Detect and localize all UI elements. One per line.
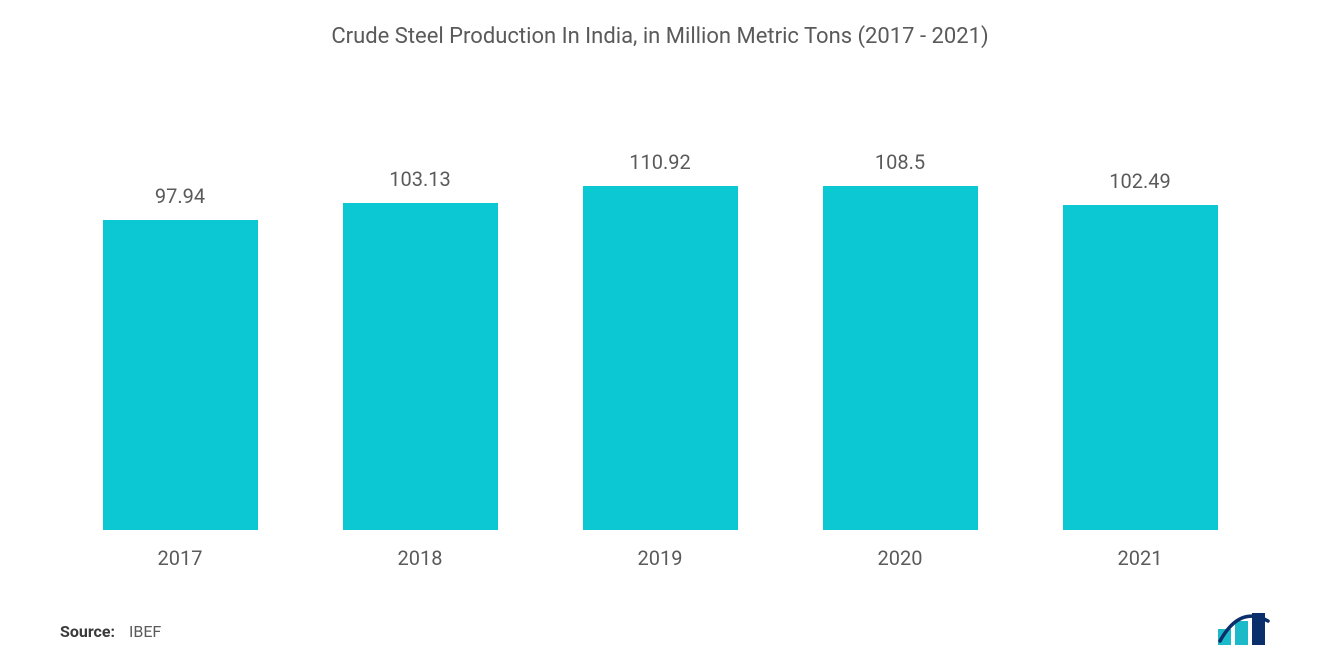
bar [583, 186, 738, 530]
bar-category-label: 2017 [158, 546, 203, 570]
bar-group: 102.49 2021 [1020, 150, 1260, 530]
bar-category-label: 2018 [398, 546, 443, 570]
bar [823, 186, 978, 530]
bar-group: 97.94 2017 [60, 150, 300, 530]
source-label: Source: [60, 622, 115, 641]
bar-value-label: 103.13 [389, 167, 450, 191]
bar-value-label: 108.5 [875, 150, 925, 174]
bar-value-label: 97.94 [155, 184, 205, 208]
bar-category-label: 2019 [638, 546, 683, 570]
bar-group: 108.5 2020 [780, 150, 1020, 530]
bar-category-label: 2020 [878, 546, 923, 570]
chart-title: Crude Steel Production In India, in Mill… [0, 24, 1320, 49]
bar-category-label: 2021 [1118, 546, 1163, 570]
bar-group: 110.92 2019 [540, 150, 780, 530]
bar [103, 220, 258, 530]
bar-group: 103.13 2018 [300, 150, 540, 530]
bar [1063, 205, 1218, 530]
plot-area: 97.94 2017 103.13 2018 110.92 2019 108.5… [60, 150, 1260, 530]
source-line: Source: IBEF [60, 622, 161, 641]
mordor-intelligence-logo-icon [1218, 611, 1270, 645]
bar-value-label: 102.49 [1109, 169, 1170, 193]
bar [343, 203, 498, 530]
chart-container: Crude Steel Production In India, in Mill… [0, 0, 1320, 665]
bar-value-label: 110.92 [629, 150, 690, 174]
source-value: IBEF [129, 622, 161, 641]
